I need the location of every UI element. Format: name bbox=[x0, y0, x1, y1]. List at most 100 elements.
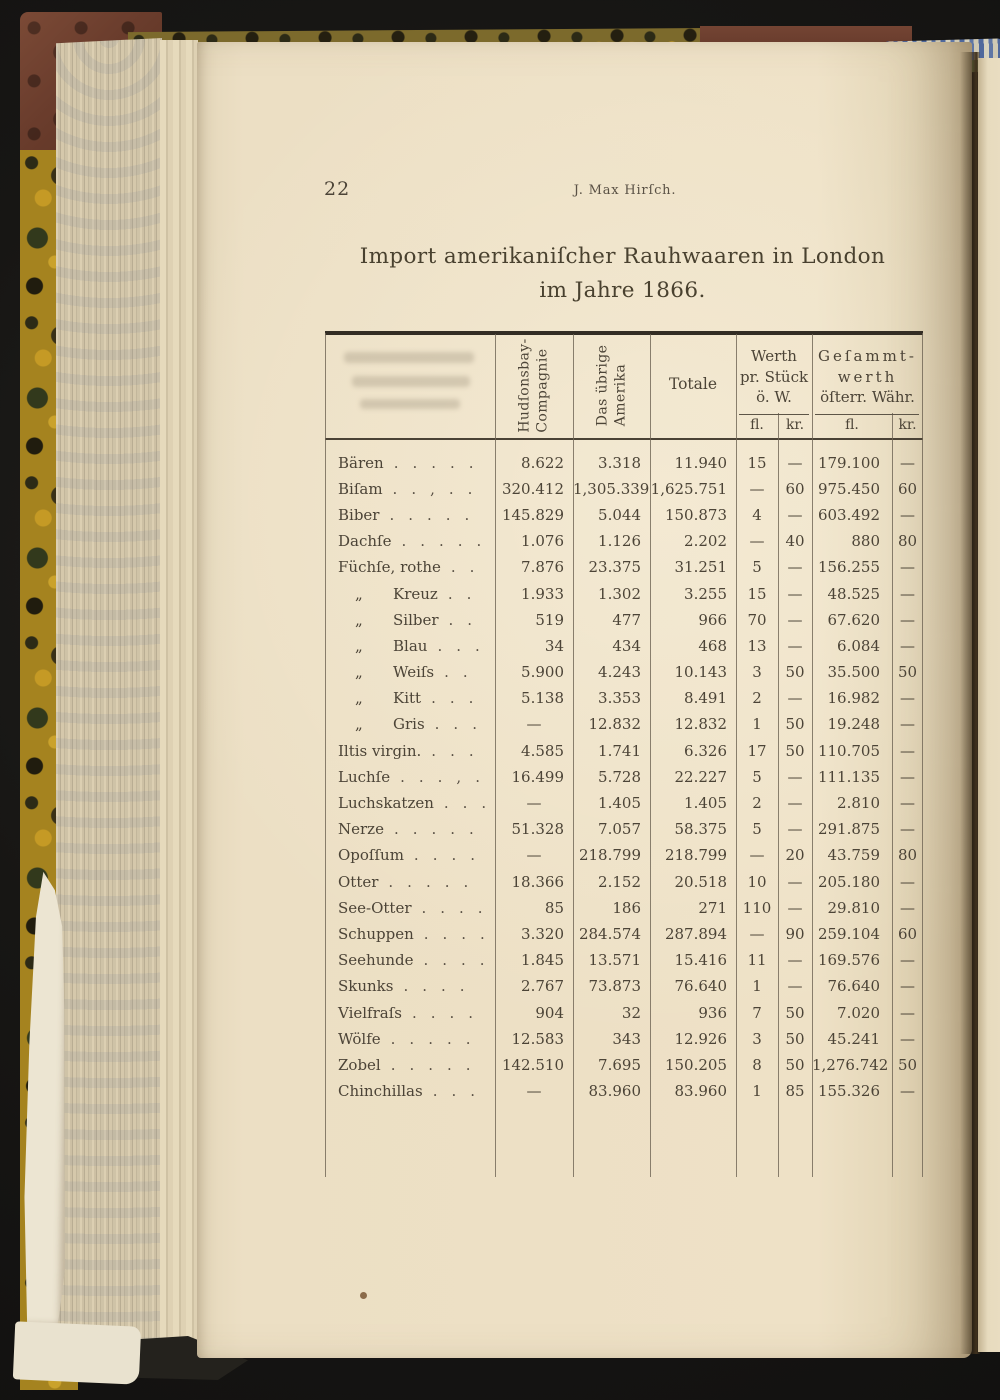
header-line: Compagnie bbox=[534, 348, 551, 433]
table-row: „ Otter ..... 18.366 2.152 20.518 10 — 2… bbox=[325, 869, 923, 895]
value-werth-kr: — bbox=[787, 979, 803, 995]
ditto-mark: „ bbox=[355, 638, 363, 654]
value-werth-kr: 50 bbox=[785, 717, 805, 733]
value-rest-america: 3.353 bbox=[598, 691, 641, 707]
dot-leader: .... bbox=[423, 953, 495, 969]
value-totale: 12.926 bbox=[674, 1031, 728, 1047]
column-header-totale: Totale bbox=[668, 375, 718, 393]
row-label: Skunks bbox=[338, 979, 394, 995]
value-hudsonsbay: — bbox=[526, 717, 542, 733]
value-rest-america: 12.832 bbox=[588, 717, 642, 733]
subheader-fl: fl. bbox=[750, 417, 764, 433]
value-gesammt-kr: — bbox=[900, 586, 915, 602]
value-werth-kr: 60 bbox=[785, 481, 805, 497]
value-werth-fl: 5 bbox=[752, 560, 762, 576]
value-werth-fl: 2 bbox=[752, 691, 762, 707]
value-hudsonsbay: 1.845 bbox=[521, 953, 564, 969]
value-rest-america: 13.571 bbox=[588, 953, 642, 969]
value-gesammt-kr: 60 bbox=[897, 926, 918, 942]
dot-leader: ..... bbox=[393, 455, 488, 471]
value-werth-kr: 50 bbox=[785, 1005, 805, 1021]
value-werth-kr: — bbox=[787, 638, 803, 654]
value-rest-america: 3.318 bbox=[598, 455, 641, 471]
value-werth-fl: — bbox=[749, 848, 765, 864]
value-gesammt-kr: — bbox=[900, 507, 915, 523]
table-row: „ Füchſe, rothe .. 7.876 23.375 31.251 5… bbox=[325, 555, 923, 581]
value-hudsonsbay: 519 bbox=[535, 612, 564, 628]
value-werth-fl: 1 bbox=[752, 1084, 762, 1100]
table-row: „ Zobel ..... 142.510 7.695 150.205 8 50… bbox=[325, 1052, 923, 1078]
value-werth-kr: — bbox=[787, 586, 803, 602]
value-gesammt-fl: 110.705 bbox=[817, 743, 880, 759]
value-gesammt-fl: 156.255 bbox=[817, 560, 880, 576]
header-line: Werth bbox=[751, 347, 797, 365]
value-rest-america: 32 bbox=[621, 1005, 641, 1021]
value-gesammt-fl: 179.100 bbox=[817, 455, 880, 471]
value-werth-kr: — bbox=[787, 796, 803, 812]
dot-leader: .. bbox=[450, 560, 489, 576]
value-werth-kr: — bbox=[787, 822, 803, 838]
table-row: „ Kreuz .. 1.933 1.302 3.255 15 — 48.525… bbox=[325, 581, 923, 607]
value-rest-america: 1.126 bbox=[598, 534, 641, 550]
dot-leader: ..... bbox=[401, 534, 495, 550]
value-hudsonsbay: — bbox=[526, 1084, 542, 1100]
row-label: Seehunde bbox=[338, 953, 414, 969]
value-totale: 150.205 bbox=[664, 1057, 727, 1073]
value-totale: 468 bbox=[698, 638, 727, 654]
import-table: Hudſonsbay- Compagnie Das übrige Amerika… bbox=[325, 331, 923, 1177]
value-gesammt-kr: 50 bbox=[897, 1057, 918, 1073]
bleed-through-text bbox=[344, 352, 474, 363]
value-werth-kr: 50 bbox=[785, 665, 805, 681]
value-gesammt-kr: 80 bbox=[897, 534, 918, 550]
value-hudsonsbay: 1.076 bbox=[521, 534, 564, 550]
row-label-cell: „ Gris ... bbox=[325, 717, 495, 732]
value-totale: 20.518 bbox=[674, 874, 728, 890]
dot-leader: ..... bbox=[388, 874, 483, 890]
row-label: Gris bbox=[393, 717, 425, 733]
row-label-cell: „ Biber ..... bbox=[325, 508, 495, 523]
row-label: Bären bbox=[338, 455, 384, 471]
value-totale: 12.832 bbox=[674, 717, 728, 733]
value-totale: 150.873 bbox=[664, 507, 727, 523]
table-row: „ Blau ... 34 434 468 13 — 6.084 — bbox=[325, 633, 923, 659]
value-werth-fl: 1 bbox=[752, 979, 762, 995]
row-label: Kreuz bbox=[393, 586, 438, 602]
dot-leader: ... bbox=[437, 638, 494, 654]
ditto-mark: „ bbox=[355, 691, 363, 707]
bleed-through-text bbox=[352, 376, 470, 387]
row-label-cell: „ Zobel ..... bbox=[325, 1058, 495, 1073]
value-hudsonsbay: 4.585 bbox=[521, 743, 564, 759]
value-gesammt-kr: — bbox=[900, 769, 915, 785]
row-label: Chinchillas bbox=[338, 1084, 423, 1100]
value-gesammt-kr: — bbox=[900, 638, 915, 654]
value-hudsonsbay: 1.933 bbox=[521, 586, 564, 602]
table-row: „ Biber ..... 145.829 5.044 150.873 4 — … bbox=[325, 502, 923, 528]
value-werth-fl: 70 bbox=[747, 612, 767, 628]
value-rest-america: 5.728 bbox=[598, 769, 641, 785]
value-gesammt-fl: 48.525 bbox=[827, 586, 881, 602]
value-totale: 6.326 bbox=[684, 743, 727, 759]
value-werth-kr: — bbox=[787, 455, 803, 471]
bleed-through-text bbox=[360, 399, 460, 409]
row-label-cell: „ Silber .. bbox=[325, 613, 495, 628]
table-row: „ Opoſſum .... — 218.799 218.799 — 20 43… bbox=[325, 843, 923, 869]
dot-leader: ..... bbox=[390, 1057, 485, 1073]
header-line: Geſammt- bbox=[818, 347, 917, 365]
value-hudsonsbay: — bbox=[526, 796, 542, 812]
value-gesammt-kr: — bbox=[900, 743, 915, 759]
value-werth-fl: 110 bbox=[742, 900, 772, 916]
header-line: pr. Stück bbox=[739, 367, 809, 386]
column-header-rest-america: Das übrige Amerika bbox=[573, 333, 650, 437]
row-label-cell: „ Kreuz .. bbox=[325, 587, 495, 602]
value-gesammt-fl: 19.248 bbox=[827, 717, 881, 733]
table-row: „ Seehunde .... 1.845 13.571 15.416 11 —… bbox=[325, 948, 923, 974]
row-label: Silber bbox=[393, 612, 439, 628]
value-rest-america: 284.574 bbox=[578, 926, 641, 942]
value-gesammt-fl: 67.620 bbox=[827, 612, 881, 628]
table-row: „ Weiſs .. 5.900 4.243 10.143 3 50 35.50… bbox=[325, 660, 923, 686]
row-label: Dachſe bbox=[338, 534, 392, 550]
value-hudsonsbay: 5.138 bbox=[521, 691, 564, 707]
value-hudsonsbay: 142.510 bbox=[501, 1057, 564, 1073]
value-totale: 11.940 bbox=[674, 455, 728, 471]
